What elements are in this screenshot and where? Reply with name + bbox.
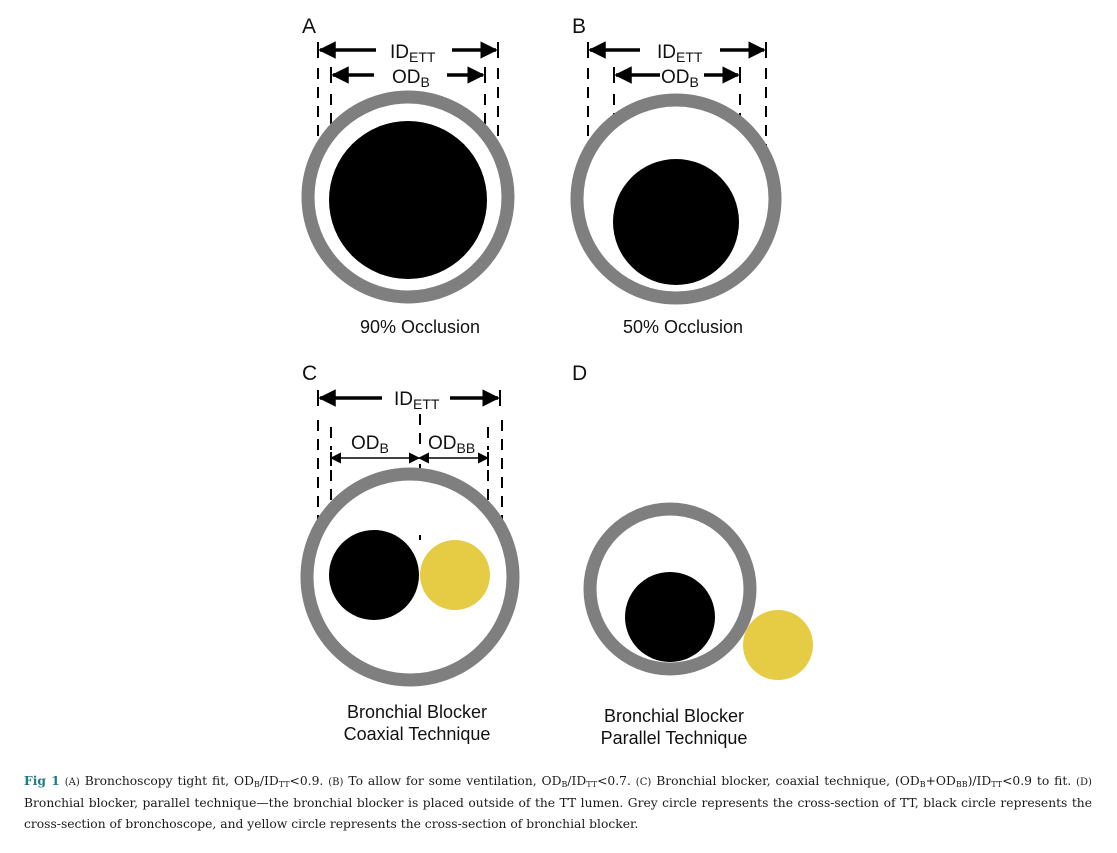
caption-part-a: (A) Bronchoscopy tight fit, ODB/IDTT<0.9… (64, 774, 324, 789)
panel-c-id-ett-label: IDETT (394, 389, 440, 412)
panel-d-bronchoscope-circle (625, 572, 715, 662)
panel-c-od-b-label: ODB (351, 433, 389, 456)
panel-c-od-bb-label: ODBB (428, 433, 475, 456)
figure-label: Fig 1 (24, 773, 60, 788)
panel-a-id-ett-label: IDETT (390, 42, 436, 65)
figure-caption: Fig 1 (A) Bronchoscopy tight fit, ODB/ID… (24, 770, 1092, 835)
panel-a-letter: A (302, 15, 316, 38)
panel-c-caption-line1: Bronchial Blocker (347, 702, 487, 722)
panel-c-letter: C (302, 362, 317, 385)
panel-a: A IDETT ODB 90% Occlusion (301, 15, 515, 337)
panel-b-id-ett-label: IDETT (657, 42, 703, 65)
panel-b-caption: 50% Occlusion (623, 317, 743, 337)
panel-a-bronchoscope-circle (329, 121, 487, 279)
panel-c: C IDETT ODB ODBB Bronchial Blocker Coaxi… (300, 362, 520, 744)
caption-part-b: (B) To allow for some ventilation, ODB/I… (328, 774, 631, 789)
panel-d: D Bronchial Blocker Parallel Technique (572, 362, 813, 748)
caption-part-d: (D) Bronchial blocker, parallel techniqu… (24, 777, 1092, 831)
panel-c-bronchoscope-circle (329, 530, 419, 620)
panel-b-od-b-label: ODB (661, 67, 699, 90)
panel-c-blocker-circle (420, 540, 490, 610)
panel-d-caption-line2: Parallel Technique (601, 728, 748, 748)
panel-b-bronchoscope-circle (613, 159, 739, 285)
panel-b: B IDETT ODB 50% Occlusion (570, 15, 782, 337)
panel-a-caption: 90% Occlusion (360, 317, 480, 337)
caption-part-c: (C) Bronchial blocker, coaxial technique… (635, 774, 1072, 789)
figure-illustration: A IDETT ODB 90% Occlusion B IDETT (300, 15, 813, 748)
panel-d-blocker-circle (743, 610, 813, 680)
panel-c-caption-line2: Coaxial Technique (344, 724, 491, 744)
panel-a-od-b-label: ODB (392, 67, 430, 90)
panel-d-caption-line1: Bronchial Blocker (604, 706, 744, 726)
panel-b-letter: B (572, 15, 586, 38)
panel-d-letter: D (572, 362, 587, 385)
